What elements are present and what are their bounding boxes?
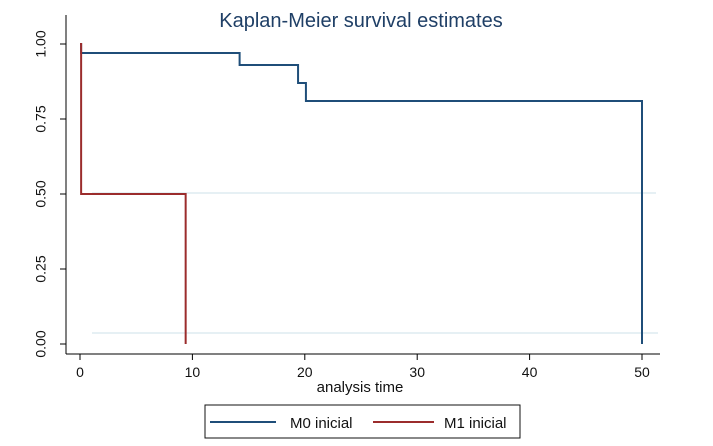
x-tick-label: 20 [297,364,313,380]
y-tick-label: 0.75 [33,105,49,132]
legend-label-m0: M0 inicial [290,415,353,432]
survival-curves [80,43,643,344]
y-tick-label: 0.25 [33,255,49,282]
y-tick-label: 0.50 [33,180,49,207]
legend-label-m1: M1 inicial [444,415,507,432]
x-tick-label: 50 [634,364,650,380]
x-axis-ticks: 0 10 20 30 40 50 [76,354,650,380]
x-axis-title: analysis time [317,379,404,396]
y-tick-label: 0.00 [33,330,49,357]
legend: M0 inicial M1 inicial [204,404,521,439]
x-tick-label: 40 [522,364,538,380]
y-tick-label: 1.00 [33,30,49,57]
survival-curve-m1 [80,43,187,344]
x-tick-label: 30 [409,364,425,380]
x-tick-label: 0 [76,364,84,380]
y-axis-ticks: 0.00 0.25 0.50 0.75 1.00 [33,30,66,358]
x-tick-label: 10 [185,364,201,380]
chart-title: Kaplan-Meier survival estimates [219,10,502,32]
